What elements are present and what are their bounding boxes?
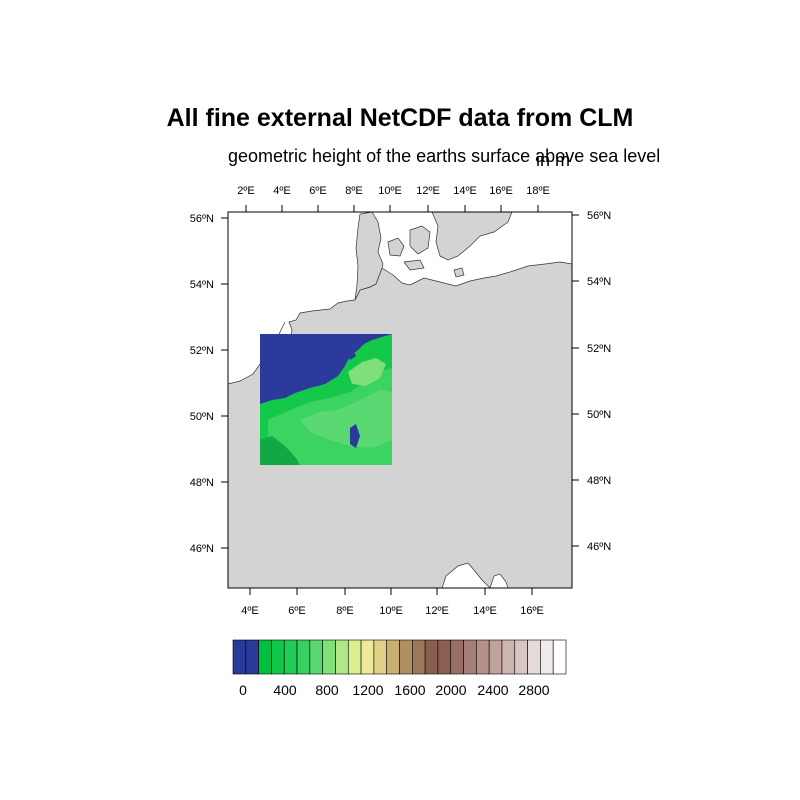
colorbar-box <box>283 639 298 675</box>
top-lon-tick-label: 12ºE <box>416 185 440 197</box>
map-subtitle: geometric height of the earths surface a… <box>228 146 661 166</box>
top-lon-tick-label: 10ºE <box>378 185 402 197</box>
data-sea-inlet <box>346 348 356 360</box>
bottom-lon-tick-label: 4ºE <box>241 605 258 617</box>
danish-island-zealand <box>409 225 431 255</box>
colorbar-box <box>347 639 362 675</box>
bottom-lon-tick-label: 12ºE <box>425 605 449 617</box>
colorbar-box <box>488 639 503 675</box>
left-lat-tick-label: 48ºN <box>190 477 214 489</box>
gulf-of-trieste <box>489 573 509 588</box>
colorbar-box <box>309 639 323 675</box>
axis-ticks: 2ºE 4ºE 6ºE 8ºE 10ºE 12ºE 14ºE 16ºE 18ºE 4ºE 6ºE 8º… <box>190 185 611 617</box>
left-lat-tick-label: 52ºN <box>190 345 214 357</box>
right-lat-tick-label: 52ºN <box>587 343 611 355</box>
colorbar-box <box>501 639 516 675</box>
colorbar-box <box>463 639 477 675</box>
right-lat-tick-label: 56ºN <box>587 210 611 222</box>
colorbar: 0 400 800 1200 1600 2000 2400 2800 <box>232 639 567 698</box>
right-lat-tick-label: 48ºN <box>587 475 611 487</box>
colorbar-box <box>232 639 247 675</box>
left-lat-tick-label: 56ºN <box>190 213 214 225</box>
top-lon-tick-label: 14ºE <box>453 185 477 197</box>
bottom-lon-tick-label: 14ºE <box>473 605 497 617</box>
colorbar-label: 800 <box>315 682 339 698</box>
colorbar-box <box>399 639 413 675</box>
map-plot-area <box>228 212 572 588</box>
colorbar-box <box>245 639 259 675</box>
bottom-lon-tick-label: 6ºE <box>288 605 305 617</box>
colorbar-box <box>514 639 528 675</box>
left-lat-tick-label: 46ºN <box>190 543 214 555</box>
right-lat-tick-label: 54ºN <box>587 276 611 288</box>
data-high-upland <box>348 358 386 386</box>
colorbar-box <box>476 639 490 675</box>
left-lat-tick-label: 54ºN <box>190 279 214 291</box>
bottom-lon-tick-label: 16ºE <box>520 605 544 617</box>
colorbar-box <box>296 639 311 675</box>
colorbar-box <box>527 639 541 675</box>
colorbar-box <box>335 639 349 675</box>
data-rhine-valley <box>350 424 360 448</box>
colorbar-box <box>322 639 336 675</box>
top-lon-tick-label: 16ºE <box>489 185 513 197</box>
colorbar-box <box>424 639 439 675</box>
danish-island-lolland <box>403 259 425 271</box>
colorbar-label: 1200 <box>352 682 383 698</box>
colorbar-box <box>540 639 554 675</box>
height-data-field <box>260 334 392 465</box>
top-lon-tick-label: 2ºE <box>237 185 254 197</box>
colorbar-label: 0 <box>239 682 247 698</box>
right-lat-tick-label: 46ºN <box>587 541 611 553</box>
colorbar-box <box>450 639 464 675</box>
danish-island-funen <box>387 237 405 257</box>
colorbar-box <box>386 639 400 675</box>
colorbar-box <box>258 639 272 675</box>
map-title: All fine external NetCDF data from CLM <box>166 104 634 132</box>
units-label: in m <box>536 150 571 170</box>
top-lon-tick-label: 6ºE <box>309 185 326 197</box>
colorbar-box <box>360 639 375 675</box>
colorbar-box <box>373 639 387 675</box>
bottom-lon-tick-label: 10ºE <box>379 605 403 617</box>
top-lon-tick-label: 8ºE <box>345 185 362 197</box>
adriatic-sea <box>441 562 491 588</box>
left-lat-tick-label: 50ºN <box>190 411 214 423</box>
colorbar-label: 2400 <box>477 682 508 698</box>
bottom-lon-tick-label: 8ºE <box>336 605 353 617</box>
right-lat-tick-label: 50ºN <box>587 409 611 421</box>
jutland-land <box>354 212 384 301</box>
colorbar-label: 2000 <box>435 682 466 698</box>
colorbar-box <box>271 639 285 675</box>
colorbar-label: 400 <box>273 682 297 698</box>
colorbar-box <box>437 639 452 675</box>
data-south-dark <box>260 436 300 465</box>
top-lon-tick-label: 18ºE <box>526 185 550 197</box>
data-upland <box>300 390 392 448</box>
plot-frame <box>227 211 573 589</box>
colorbar-label: 1600 <box>394 682 425 698</box>
sweden-land <box>431 212 513 261</box>
colorbar-box <box>412 639 426 675</box>
bornholm-island <box>453 267 465 278</box>
colorbar-box <box>552 639 567 675</box>
top-lon-tick-label: 4ºE <box>273 185 290 197</box>
colorbar-label: 2800 <box>518 682 549 698</box>
